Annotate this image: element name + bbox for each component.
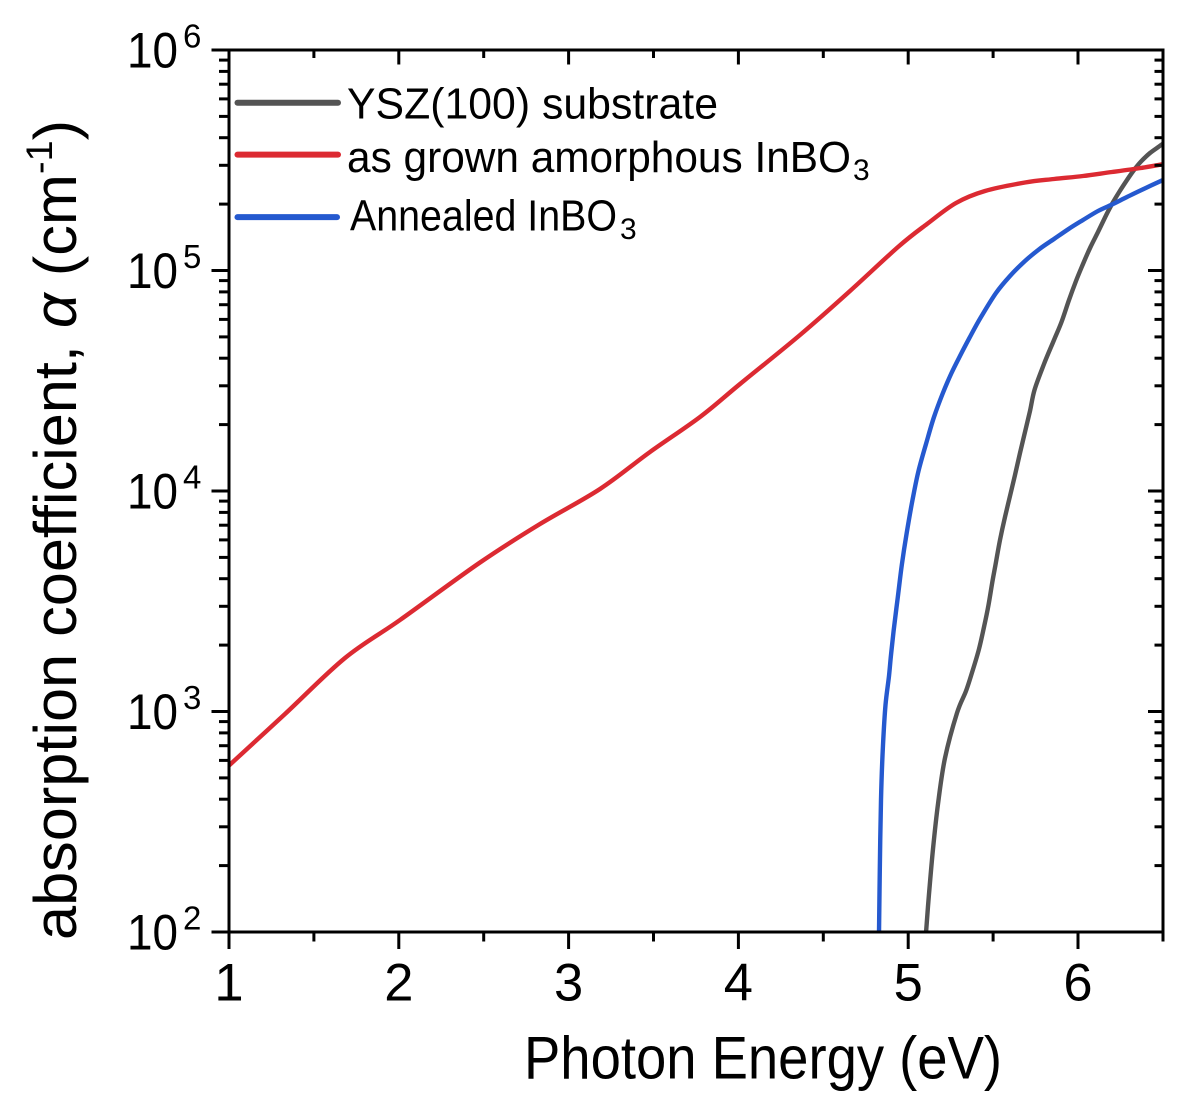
svg-text:10: 10: [127, 23, 178, 79]
svg-text:as grown amorphous InBO: as grown amorphous InBO: [347, 134, 851, 182]
svg-text:1: 1: [214, 954, 243, 1013]
svg-text:5: 5: [894, 954, 923, 1013]
svg-text:4: 4: [183, 459, 201, 496]
svg-text:Annealed InBO: Annealed InBO: [350, 193, 617, 241]
svg-text:YSZ(100) substrate: YSZ(100) substrate: [347, 80, 718, 128]
svg-text:10: 10: [127, 684, 178, 740]
svg-text:10: 10: [127, 464, 178, 520]
svg-text:3: 3: [853, 154, 870, 187]
svg-text:2: 2: [384, 954, 413, 1013]
svg-text:2: 2: [183, 900, 201, 937]
svg-text:4: 4: [724, 954, 753, 1013]
svg-text:6: 6: [183, 18, 201, 55]
svg-text:absorption coefficient, α (cm-: absorption coefficient, α (cm-1): [19, 120, 89, 940]
svg-text:3: 3: [183, 679, 201, 716]
svg-text:10: 10: [127, 243, 178, 299]
svg-text:Photon Energy (eV): Photon Energy (eV): [524, 1025, 1002, 1092]
svg-text:6: 6: [1063, 954, 1092, 1013]
svg-text:3: 3: [554, 954, 583, 1013]
svg-text:5: 5: [183, 238, 201, 275]
svg-text:10: 10: [127, 905, 178, 961]
svg-text:3: 3: [620, 213, 637, 246]
